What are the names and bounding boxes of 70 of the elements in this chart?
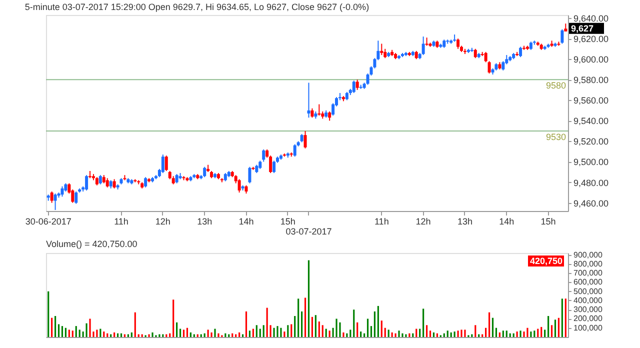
candlestick (560, 28, 564, 44)
candlestick (293, 144, 296, 158)
candlestick (60, 186, 64, 198)
candlestick (307, 82, 310, 118)
y-tick-label: 9,640.00 (574, 14, 609, 24)
text: 9,627 (571, 23, 594, 34)
y-tick-label: 9,480.00 (574, 178, 609, 188)
chart-title: Volume() = 420,750.00 (46, 238, 138, 249)
candlestick (304, 130, 307, 149)
candlestick (262, 148, 266, 162)
x-tick-label: 15h (540, 216, 556, 226)
candlestick (144, 176, 148, 188)
candlestick (519, 46, 522, 58)
x-tick-label: 13h (457, 216, 472, 226)
candlestick (422, 36, 425, 56)
annotation: 420,750 (530, 256, 563, 266)
y-tick-label: 900,000 (574, 250, 603, 260)
candlestick (106, 178, 109, 188)
candlestick (456, 38, 460, 50)
candlestick (318, 104, 321, 116)
candlestick (85, 174, 88, 191)
ref-line-label: 9580 (546, 80, 566, 91)
x-tick-label: 03-07-2017 (286, 226, 332, 236)
y-tick-label: 9,560.00 (574, 96, 609, 106)
x-tick-label: 12h (416, 216, 431, 226)
candlestick (328, 110, 332, 122)
y-tick-label: 500,000 (574, 286, 603, 296)
y-tick-label: 9,500.00 (574, 157, 609, 168)
y-tick-label: 100,000 (574, 323, 603, 332)
candlestick (74, 191, 78, 204)
candlestick (474, 48, 477, 59)
candlestick (356, 79, 359, 90)
y-tick-label: 300,000 (574, 305, 603, 314)
x-tick-label: 11h (374, 216, 389, 226)
x-tick-label: 13h (197, 216, 212, 226)
x-tick-label: 11h (114, 216, 128, 226)
candlestick (380, 43, 384, 56)
y-tick-label: 9,620.00 (574, 34, 609, 44)
candlestick (50, 191, 54, 204)
ref-line-label: 9530 (546, 132, 566, 142)
y-tick-label: 400,000 (574, 296, 603, 305)
y-tick-label: 700,000 (574, 268, 603, 278)
x-tick-label: 14h (238, 216, 254, 226)
y-tick-label: 9,600.00 (574, 54, 609, 65)
y-tick-label: 200,000 (574, 314, 603, 324)
candlestick (484, 51, 488, 63)
candlestick (488, 60, 491, 74)
x-tick-label: 30-06-2017 (25, 216, 72, 226)
y-tick-label: 9,520.00 (574, 136, 609, 147)
x-tick-label: 15h (280, 216, 296, 226)
candlestick (161, 154, 164, 174)
candlestick (203, 166, 206, 178)
y-tick-label: 9,580.00 (574, 75, 609, 86)
chart-title: 5-minute 03-07-2017 15:29:00 Open 9629.7, Hi 9634.65, Lo 9627, Close 9627 (-0.0%) (24, 2, 370, 12)
y-tick-label: 600,000 (574, 278, 603, 287)
candlestick (248, 166, 252, 184)
x-tick-label: 12h (155, 216, 170, 226)
y-tick-label: 9,540.00 (574, 116, 609, 126)
y-tick-label: 800,000 (574, 259, 603, 268)
candlestick (98, 174, 102, 185)
candlestick (164, 155, 168, 172)
y-tick-label: 9,460.00 (574, 198, 609, 208)
candlestick (54, 193, 57, 210)
x-tick-label: 14h (499, 216, 514, 226)
candlestick (272, 160, 276, 174)
candlestick (352, 80, 356, 94)
candlestick (112, 178, 116, 189)
candlestick (238, 178, 241, 194)
candlestick (310, 108, 314, 118)
candlestick (175, 174, 178, 184)
